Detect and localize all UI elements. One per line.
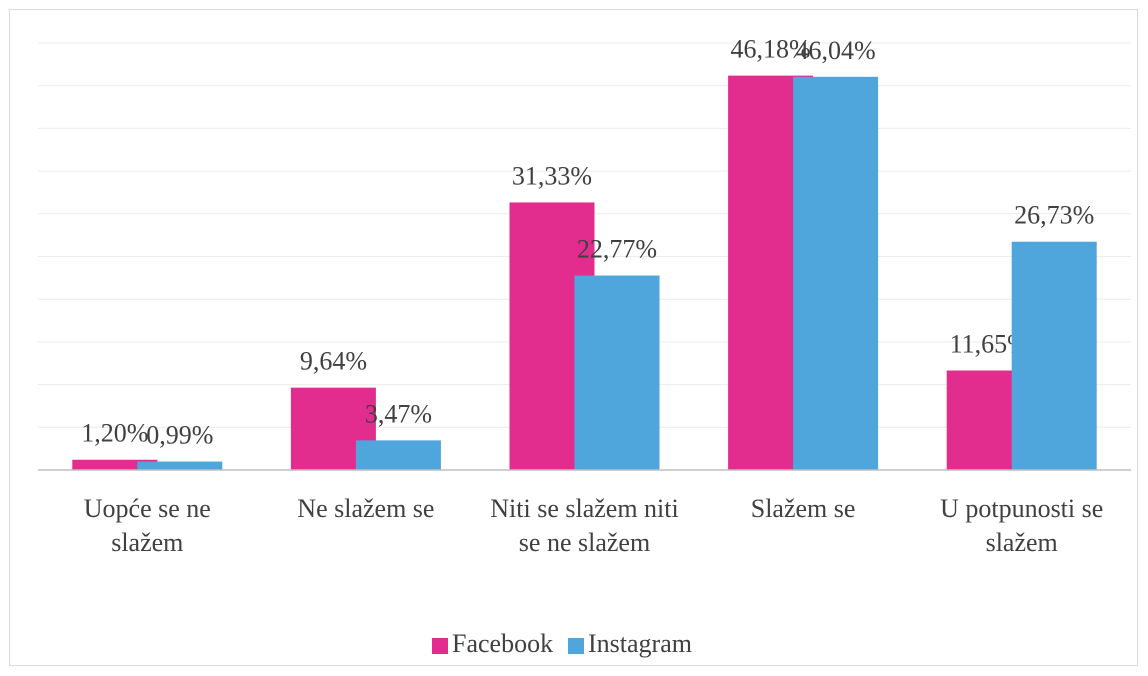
data-label: 31,33% <box>512 161 592 190</box>
data-label: 22,77% <box>577 235 657 264</box>
x-tick-label: Ne slažem se <box>297 494 435 523</box>
bar <box>355 440 441 470</box>
data-label: 46,18% <box>731 35 811 64</box>
data-label: 3,47% <box>365 399 432 428</box>
bar <box>574 275 660 470</box>
legend-label: Instagram <box>588 629 692 658</box>
legend-swatch <box>568 638 584 654</box>
data-label: 26,73% <box>1014 201 1094 230</box>
bar <box>1011 241 1097 470</box>
data-label: 0,99% <box>146 421 213 450</box>
bar <box>793 76 879 471</box>
legend-label: Facebook <box>452 629 553 658</box>
x-tick-label: U potpunosti se slažem <box>940 494 1104 557</box>
bar <box>137 461 223 470</box>
data-label: 9,64% <box>300 347 367 376</box>
x-tick-label: Niti se slažem niti se ne slažem <box>490 494 679 557</box>
bar <box>72 459 158 470</box>
chart-border <box>9 9 1138 666</box>
x-tick-label: Slažem se <box>750 494 856 523</box>
legend-swatch <box>432 638 448 654</box>
data-label: 46,04% <box>796 36 876 65</box>
data-label: 1,20% <box>81 419 148 448</box>
x-tick-label: Uopće se ne slažem <box>83 494 211 557</box>
